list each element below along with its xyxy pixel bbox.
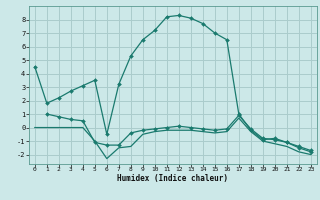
- X-axis label: Humidex (Indice chaleur): Humidex (Indice chaleur): [117, 174, 228, 183]
